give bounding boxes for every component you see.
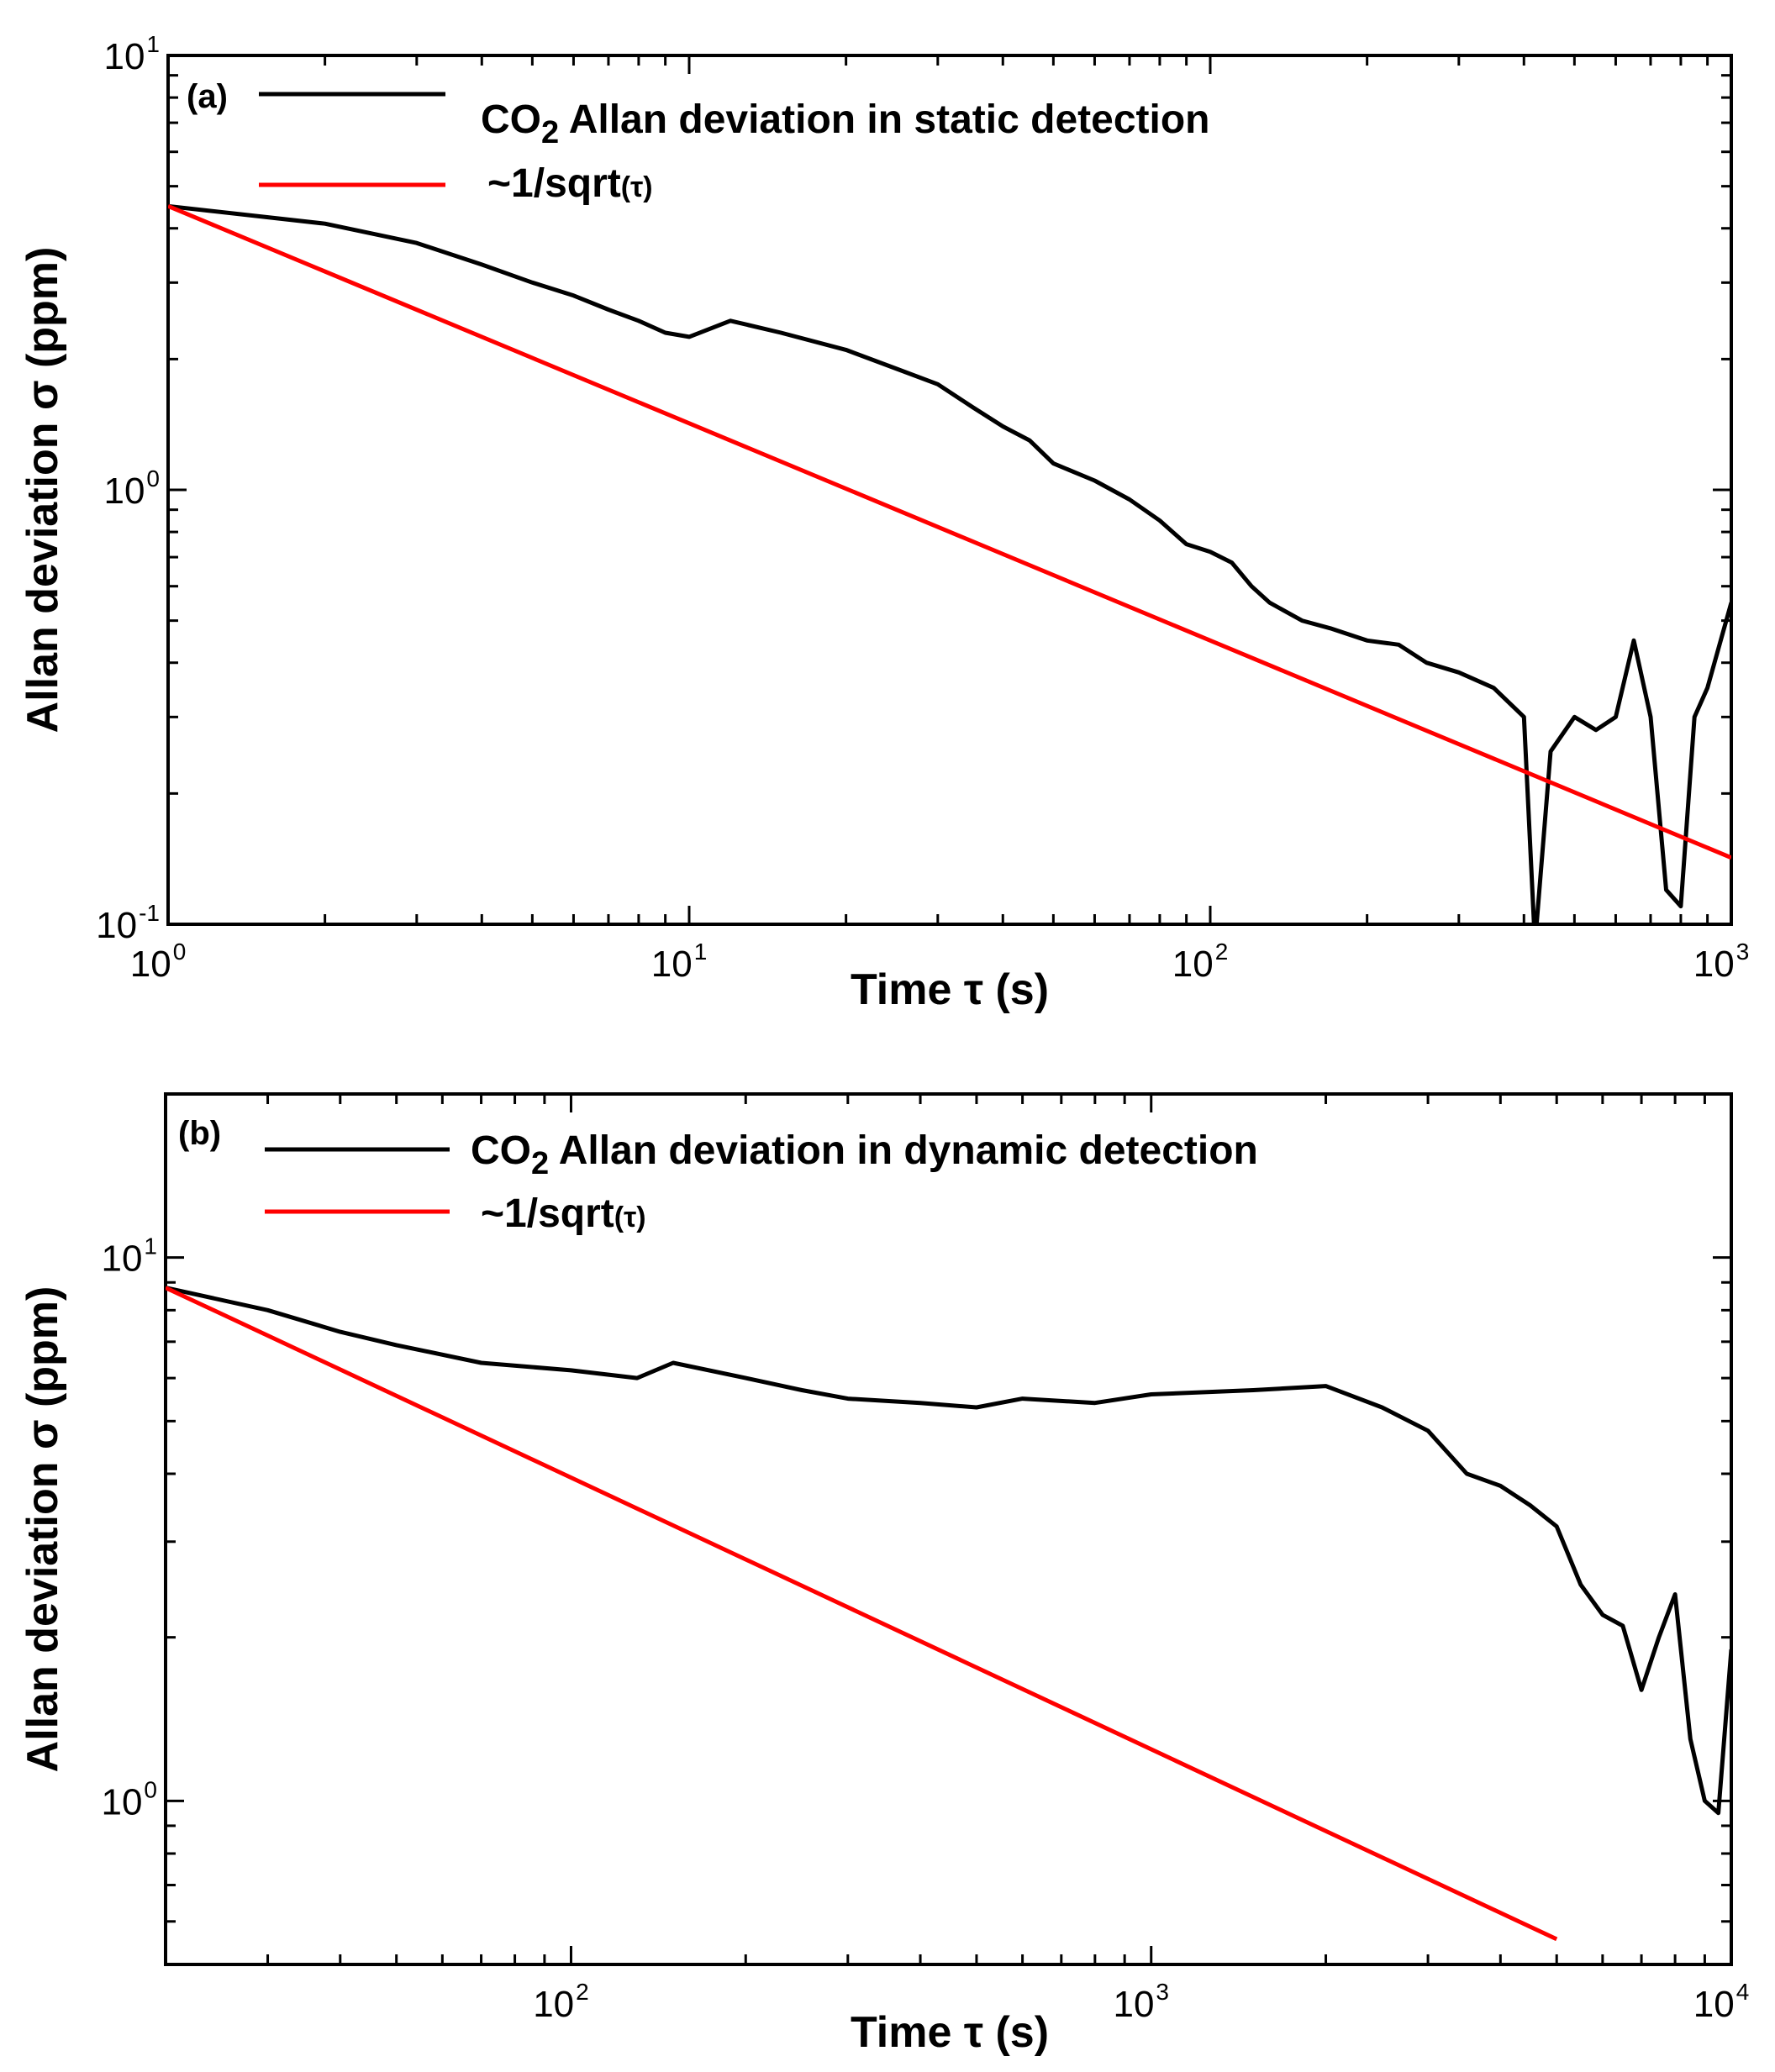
legend-label-sqrt: ~1/sqrt(τ) — [487, 161, 653, 206]
x-axis-title: Time τ (s) — [851, 2008, 1049, 2057]
legend-rest: Allan deviation in static detection — [559, 97, 1209, 142]
tick-labels: 102 103 104 100 101 — [101, 1233, 1749, 2025]
legend-label-static: CO2 Allan deviation in static detection — [481, 97, 1210, 150]
series-allan-deviation — [166, 1286, 1731, 1816]
x-tick-label: 102 — [1172, 939, 1229, 985]
y-axis-title: Allan deviation σ (ppm) — [18, 247, 67, 734]
x-tick-label: 102 — [533, 1979, 589, 2025]
legend-co: CO — [471, 1128, 531, 1173]
y-tick-label: 100 — [103, 465, 160, 512]
legend-co: CO — [481, 97, 541, 142]
panel-label: (a) — [187, 78, 228, 115]
x-tick-label: 100 — [130, 939, 187, 985]
y-tick-label: 101 — [103, 31, 160, 77]
axis-ticks — [166, 54, 1733, 926]
x-tick-label: 104 — [1693, 1979, 1750, 2025]
series-inverse-sqrt — [166, 1286, 1558, 1942]
x-tick-label: 101 — [651, 939, 708, 985]
legend-sqrt-small: (τ) — [621, 171, 653, 203]
plot-frame — [164, 1092, 1733, 1966]
legend-subscript: 2 — [541, 115, 559, 150]
x-axis-title: Time τ (s) — [851, 965, 1049, 1014]
legend-label-sqrt: ~1/sqrt(τ) — [481, 1191, 646, 1236]
panel-b: 102 103 104 100 101 (b) CO2 Allan deviation … — [18, 1092, 1749, 2057]
y-axis-title: Allan deviation σ (ppm) — [18, 1286, 67, 1773]
legend-label-dynamic: CO2 Allan deviation in dynamic detection — [471, 1128, 1258, 1181]
x-tick-label: 103 — [1113, 1979, 1169, 2025]
legend-sqrt-main: ~1/sqrt — [481, 1191, 614, 1236]
legend-sqrt-main: ~1/sqrt — [487, 161, 621, 206]
series-lines — [168, 203, 1731, 924]
series-allan-deviation — [168, 203, 1731, 924]
legend-subscript: 2 — [531, 1146, 549, 1181]
axis-ticks — [164, 1092, 1733, 1966]
series-lines — [166, 1286, 1731, 1942]
panel-label: (b) — [178, 1115, 221, 1152]
y-tick-label: 10-1 — [96, 900, 160, 946]
x-tick-label: 103 — [1693, 939, 1750, 985]
legend-rest: Allan deviation in dynamic detection — [549, 1128, 1258, 1173]
series-inverse-sqrt — [168, 203, 1731, 860]
legend-sqrt-small: (τ) — [614, 1202, 646, 1233]
y-tick-label: 100 — [101, 1776, 157, 1822]
y-tick-label: 101 — [101, 1233, 157, 1280]
